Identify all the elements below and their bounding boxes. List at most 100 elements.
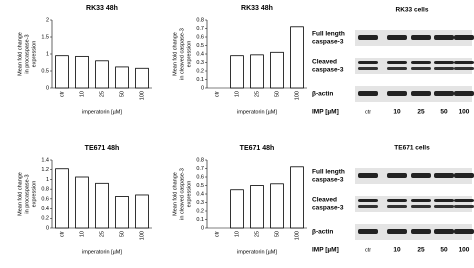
y-tick-label: 1.2 <box>41 167 49 173</box>
lane-label: ctr <box>365 247 371 253</box>
y-tick-label: 0.5 <box>196 43 204 49</box>
y-axis-label: expression <box>31 181 37 208</box>
chart-title: TE671 48h <box>240 145 275 152</box>
y-tick-label: 0.5 <box>41 68 49 74</box>
band <box>411 199 431 202</box>
y-axis-label: in cleaved caspase-3 <box>179 28 185 80</box>
band <box>411 61 431 64</box>
y-tick-label: 0 <box>201 225 204 231</box>
band <box>358 199 378 202</box>
band <box>358 91 378 96</box>
lane-label: 10 <box>393 109 401 116</box>
band <box>454 229 474 234</box>
band <box>454 173 474 178</box>
lane-label: 50 <box>440 109 448 116</box>
x-tick-label: 100 <box>294 91 300 100</box>
y-axis-label: in procaspase-3 <box>24 174 30 213</box>
y-axis-label: in cleaved caspase-3 <box>179 168 185 220</box>
band <box>358 229 378 234</box>
bar <box>290 166 304 229</box>
y-axis-label: expression <box>31 41 37 68</box>
x-tick-label: 50 <box>119 91 125 97</box>
band <box>387 173 407 178</box>
y-tick-label: 0.2 <box>196 68 204 74</box>
band <box>434 91 454 96</box>
lane-label: 100 <box>459 109 470 116</box>
band <box>411 35 431 40</box>
lane-label: 25 <box>417 109 425 116</box>
lane-label: 10 <box>393 247 401 254</box>
bar <box>250 54 264 89</box>
band <box>434 229 454 234</box>
band <box>387 205 407 208</box>
y-tick-label: 0.7 <box>196 166 204 172</box>
bar <box>75 176 89 229</box>
y-tick-label: 0.8 <box>196 17 204 23</box>
chart-title: TE671 48h <box>85 145 120 152</box>
x-tick-label: ctr <box>214 231 220 237</box>
bar <box>135 67 149 89</box>
row-label: caspase-3 <box>312 67 344 74</box>
band <box>454 91 474 96</box>
x-tick-label: 10 <box>79 231 85 237</box>
blot-x-label: IMP [µM] <box>312 247 339 254</box>
x-tick-label: 25 <box>99 231 105 237</box>
y-tick-label: 1 <box>46 51 49 57</box>
y-tick-label: 0.1 <box>196 77 204 83</box>
bar <box>230 189 244 229</box>
blot-strip <box>355 196 472 212</box>
blot-title: RK33 cells <box>396 7 429 14</box>
row-label: Full length <box>312 31 345 38</box>
bar <box>135 194 149 229</box>
y-tick-label: 1.4 <box>41 157 49 163</box>
lane-label: ctr <box>365 109 371 115</box>
y-tick-label: 0.7 <box>196 26 204 32</box>
bar <box>270 51 284 89</box>
y-tick-label: 0.1 <box>196 217 204 223</box>
row-label: β-actin <box>312 229 333 236</box>
x-tick-label: 50 <box>119 231 125 237</box>
band <box>434 35 454 40</box>
x-tick-label: 50 <box>274 231 280 237</box>
band <box>387 67 407 70</box>
band <box>358 61 378 64</box>
row-label: Cleaved <box>312 197 337 204</box>
x-axis-label: imperatorin [µM] <box>237 109 277 115</box>
x-tick-label: 50 <box>274 91 280 97</box>
x-tick-label: 25 <box>254 231 260 237</box>
y-axis-label: expression <box>186 181 192 208</box>
x-tick-label: ctr <box>59 231 65 237</box>
x-tick-label: 10 <box>79 91 85 97</box>
band <box>411 229 431 234</box>
y-tick-label: 1.5 <box>41 34 49 40</box>
chart-title: RK33 48h <box>86 5 118 12</box>
band <box>387 199 407 202</box>
y-tick-label: 0.8 <box>41 187 49 193</box>
band <box>387 229 407 234</box>
blot-strip <box>355 58 472 74</box>
band <box>434 173 454 178</box>
lane-label: 25 <box>417 247 425 254</box>
row-label: β-actin <box>312 91 333 98</box>
band <box>387 61 407 64</box>
x-tick-label: ctr <box>214 91 220 97</box>
y-tick-label: 0.8 <box>196 157 204 163</box>
x-axis-label: imperatorin [µM] <box>82 109 122 115</box>
row-label: Cleaved <box>312 59 337 66</box>
lane-label: 100 <box>459 247 470 254</box>
bar <box>55 55 69 89</box>
y-tick-label: 0 <box>201 85 204 91</box>
band <box>358 35 378 40</box>
y-axis-label: Mean fold change <box>172 172 178 216</box>
y-axis-label: Mean fold change <box>17 32 23 76</box>
y-tick-label: 1 <box>46 177 49 183</box>
x-tick-label: 100 <box>294 231 300 240</box>
x-tick-label: 10 <box>234 231 240 237</box>
band <box>454 199 474 202</box>
band <box>411 173 431 178</box>
y-axis-label: expression <box>186 41 192 68</box>
y-tick-label: 0 <box>46 225 49 231</box>
band <box>454 205 474 208</box>
bar <box>95 182 109 229</box>
band <box>454 67 474 70</box>
